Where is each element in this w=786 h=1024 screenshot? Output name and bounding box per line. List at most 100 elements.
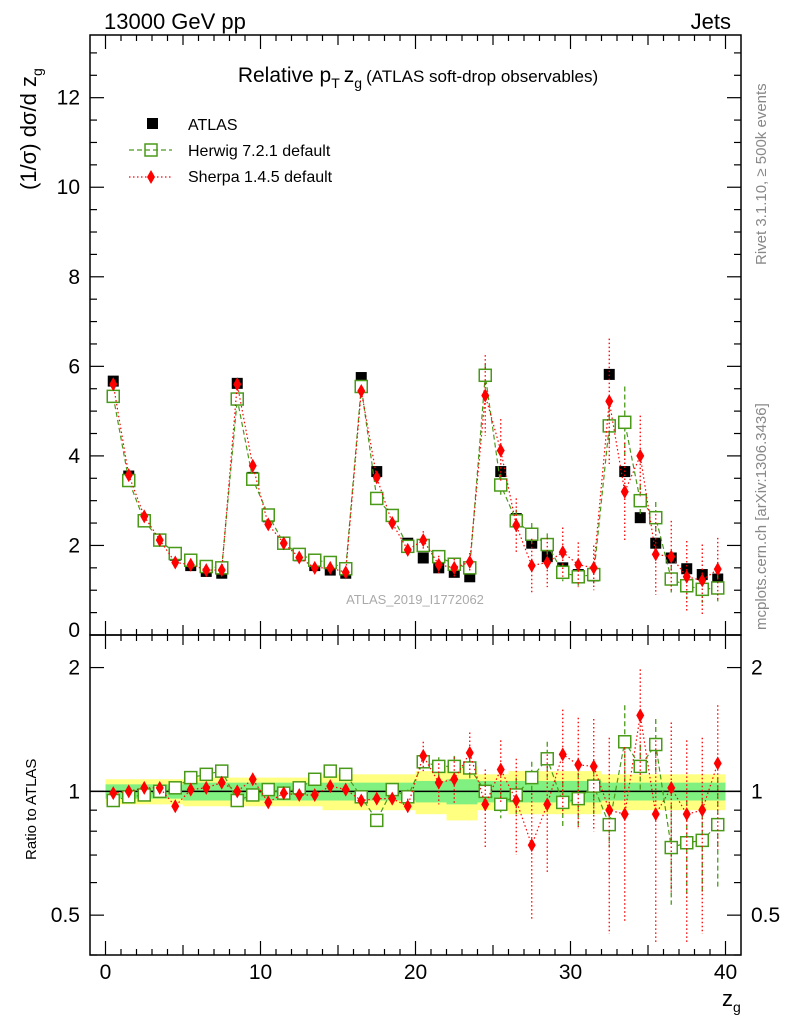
atlas-point (681, 563, 693, 575)
sherpa-ratio-point (558, 747, 567, 762)
herwig-point (525, 527, 539, 542)
herwig-ratio-point (215, 764, 229, 778)
ratio-y-tick-label-right: 2 (751, 657, 763, 680)
sherpa-point (248, 458, 257, 473)
x-tick-label: 40 (714, 961, 737, 984)
sherpa-point (620, 484, 629, 499)
x-tick-label: 10 (249, 961, 272, 984)
y-tick-label: 8 (68, 266, 80, 289)
sherpa-ratio-point (202, 780, 211, 795)
top-ylabel: (1/σ) dσ/d zg (16, 68, 45, 190)
ratio-y-tick-label-right: 1 (751, 780, 763, 803)
y-tick-label: 2 (68, 534, 80, 557)
herwig-ratio-point (525, 770, 539, 785)
sherpa-point (713, 562, 722, 577)
sherpa-point (450, 560, 459, 575)
sherpa-point (140, 509, 149, 524)
herwig-ratio-point (184, 770, 198, 785)
sherpa-point (605, 394, 614, 409)
herwig-ratio-point (432, 759, 446, 774)
ratio-y-tick-label: 2 (68, 657, 80, 680)
sherpa-point (264, 517, 273, 532)
sherpa-ratio-point (512, 793, 521, 808)
sherpa-point (558, 545, 567, 560)
sherpa-point (310, 560, 319, 575)
sherpa-ratio-point (465, 745, 474, 760)
sherpa-ratio-point (279, 786, 288, 801)
sherpa-ratio-point (186, 782, 195, 797)
sherpa-ratio-point (713, 756, 722, 771)
y-tick-label: 6 (68, 355, 80, 378)
ratio-bands (105, 766, 726, 821)
sherpa-point (357, 383, 366, 398)
sherpa-ratio-point (124, 784, 133, 799)
sherpa-ratio-point (651, 807, 660, 822)
atlas-point (355, 372, 367, 384)
sherpa-ratio-point (496, 762, 505, 777)
herwig-ratio-line (113, 740, 719, 849)
herwig-point (246, 472, 260, 486)
rivet-label: Rivet 3.1.10, ≥ 500k events (753, 83, 770, 265)
sherpa-point (512, 518, 521, 533)
atlas-point (464, 571, 476, 583)
sherpa-line (112, 384, 719, 582)
sherpa-point (527, 558, 536, 573)
sherpa-point (419, 533, 428, 548)
herwig-point (649, 510, 663, 525)
herwig-ratio-point (246, 788, 260, 802)
ratio-y-tick-label: 0.5 (51, 904, 80, 927)
sherpa-ratio-point (527, 838, 536, 853)
sherpa-point (372, 470, 381, 485)
herwig-point (106, 389, 120, 404)
sherpa-ratio-point (310, 787, 319, 802)
sherpa-point (682, 569, 691, 584)
sherpa-point (543, 555, 552, 570)
sherpa-ratio-point (295, 787, 304, 802)
sherpa-point (434, 557, 443, 572)
herwig-point (571, 570, 585, 584)
sherpa-ratio-point (620, 807, 629, 822)
sherpa-point (217, 563, 226, 578)
sherpa-ratio-point (388, 791, 397, 806)
herwig-ratio-point (618, 735, 632, 749)
sherpa-ratio-point (155, 780, 164, 795)
sherpa-ratio-point (543, 797, 552, 812)
x-tick-label: 20 (404, 961, 427, 984)
herwig-ratio-point (494, 797, 508, 812)
sherpa-point (233, 377, 242, 392)
herwig-ratio-point (463, 761, 477, 775)
sherpa-point (388, 516, 397, 531)
sherpa-point (667, 549, 676, 564)
series-layer (106, 338, 725, 943)
herwig-ratio-point (602, 817, 616, 832)
legend-sherpa-label: Sherpa 1.4.5 default (188, 169, 333, 186)
ratio-y-tick-label: 1 (68, 780, 80, 803)
atlas-point (417, 552, 429, 564)
sherpa-ratio-point (341, 782, 350, 797)
herwig-ratio-point (261, 782, 275, 797)
sherpa-ratio-point (264, 795, 273, 810)
herwig-line (112, 375, 718, 590)
sherpa-point (341, 565, 350, 580)
header-right: Jets (691, 9, 731, 34)
sherpa-point (465, 555, 474, 570)
sherpa-point (171, 555, 180, 570)
sherpa-ratio-point (434, 775, 443, 790)
sherpa-point (574, 557, 583, 572)
sherpa-ratio-point (248, 772, 257, 787)
x-tick-label: 30 (559, 961, 582, 984)
herwig-ratio-point (587, 779, 601, 793)
herwig-ratio-point (680, 835, 694, 850)
herwig-ratio-point (695, 833, 709, 848)
herwig-ratio-point (370, 813, 384, 828)
sherpa-ratio-point (667, 780, 676, 795)
sherpa-ratio-point (140, 780, 149, 795)
sherpa-point (124, 468, 133, 483)
y-tick-label: 4 (68, 445, 80, 468)
atlas-point (603, 368, 615, 380)
sherpa-point (481, 388, 490, 403)
herwig-point (664, 572, 678, 586)
sherpa-ratio-point (636, 708, 645, 723)
